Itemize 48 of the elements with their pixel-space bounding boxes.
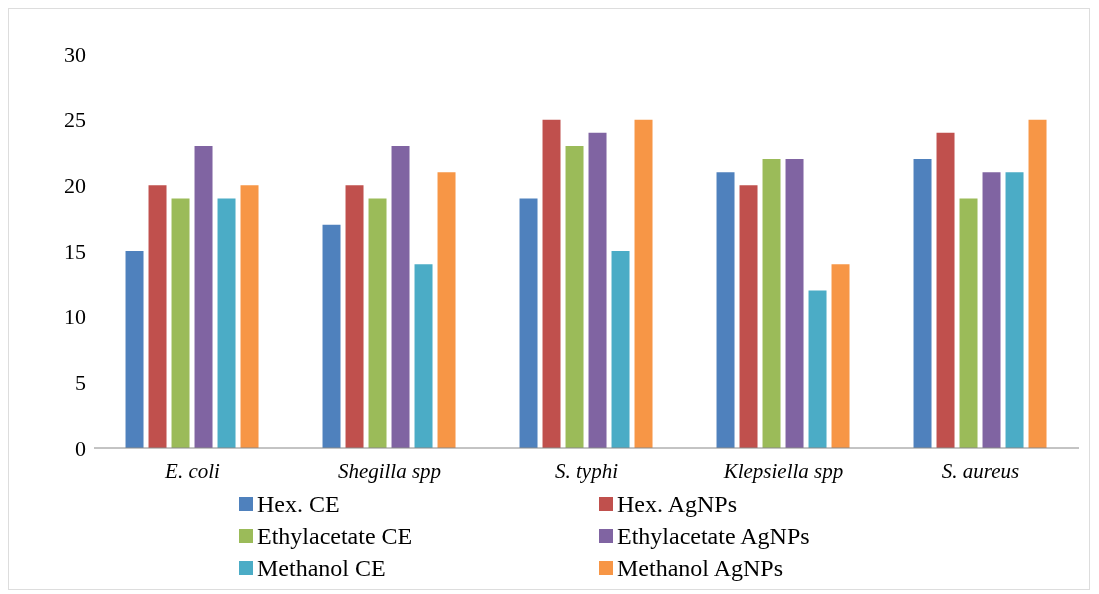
legend-label: Methanol CE [257, 554, 386, 583]
bar [1028, 119, 1047, 448]
y-tick-label: 5 [75, 370, 86, 396]
legend-label: Methanol AgNPs [617, 554, 784, 583]
bar [716, 172, 735, 448]
legend-label: Hex. CE [257, 490, 340, 519]
legend-label: Ethylacetate CE [257, 522, 413, 551]
x-tick-label: S. typhi [555, 459, 619, 483]
bar [785, 159, 804, 448]
bar [368, 198, 387, 448]
bar [611, 251, 630, 448]
y-tick-label: 30 [64, 41, 86, 67]
bar [588, 132, 607, 448]
y-tick-label: 25 [64, 107, 86, 133]
bar [217, 198, 236, 448]
legend-label: Ethylacetate AgNPs [617, 522, 810, 551]
x-tick-label: Shegilla spp [337, 459, 442, 483]
bar [634, 119, 653, 448]
bar [831, 264, 850, 448]
bar [194, 145, 213, 448]
bar [437, 172, 456, 448]
bar [391, 145, 410, 448]
bar [345, 185, 364, 448]
bar [414, 264, 433, 448]
bar [808, 290, 827, 448]
bar [519, 198, 538, 448]
x-tick-label: S. aureus [941, 459, 1020, 483]
bar [322, 224, 341, 448]
bar [762, 159, 781, 448]
bar [1005, 172, 1024, 448]
x-tick-label: E. coli [164, 459, 221, 483]
y-tick-label: 20 [64, 173, 86, 199]
y-tick-label: 0 [75, 435, 86, 461]
bar [148, 185, 167, 448]
bar [959, 198, 978, 448]
y-tick-label: 15 [64, 238, 86, 264]
bar [171, 198, 190, 448]
bar [739, 185, 758, 448]
legend-label: Hex. AgNPs [617, 490, 738, 519]
bar [565, 145, 584, 448]
bar [936, 132, 955, 448]
bar [240, 185, 259, 448]
y-tick-label: 10 [64, 304, 86, 330]
x-tick-label: Klepsiella spp [722, 459, 844, 483]
bar [982, 172, 1001, 448]
bar [542, 119, 561, 448]
bar [913, 159, 932, 448]
bar [125, 251, 144, 448]
